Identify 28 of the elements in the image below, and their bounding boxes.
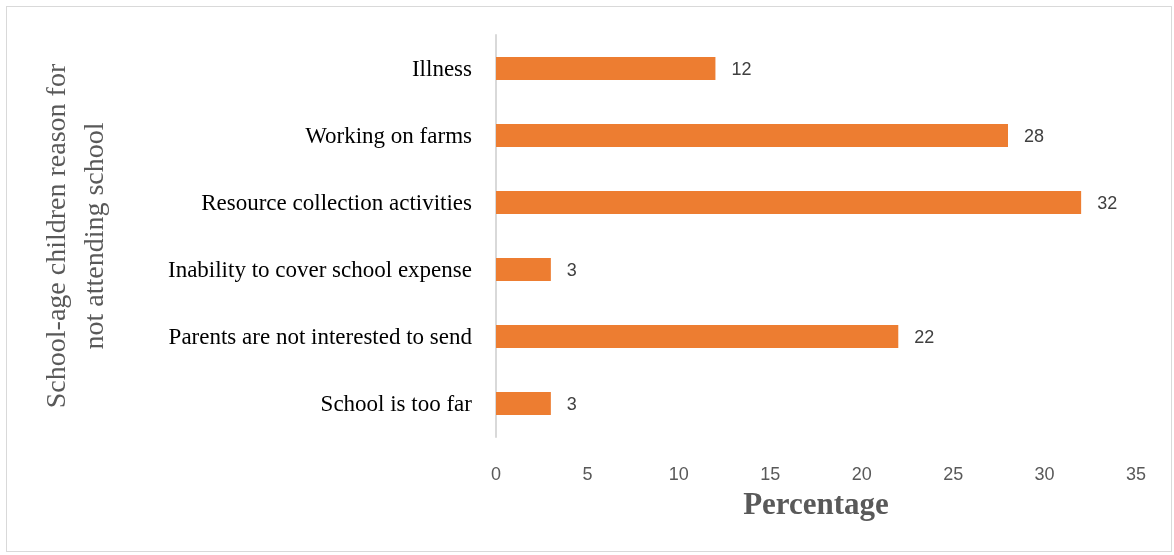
data-label: 28 [1024,125,1045,146]
y-tick-label: Illness [411,56,473,81]
data-label: 22 [914,326,935,347]
x-tick-label: 20 [851,464,872,484]
y-axis-title: School-age children reason for not attending school [39,63,109,409]
bar [496,258,551,281]
x-tick-label: 15 [760,464,781,484]
data-label: 3 [566,393,577,414]
y-tick-label: Parents are not interested to send [168,324,473,349]
data-label: 12 [731,58,752,79]
y-tick-label: Working on farms [305,123,473,148]
bar [496,57,716,80]
x-tick-label: 35 [1125,464,1147,484]
data-label: 3 [566,259,577,280]
x-tick-label: 0 [490,464,502,484]
x-tick-label: 5 [582,464,593,484]
y-tick-label: Resource collection activities [201,190,473,215]
bar [496,392,551,415]
y-tick-label: Inability to cover school expense [167,257,472,282]
bar [496,191,1082,214]
bar [496,325,899,348]
x-tick-label: 25 [943,464,964,484]
bar [496,124,1008,147]
x-tick-label: 10 [668,464,689,484]
x-tick-label: 30 [1034,464,1055,484]
y-tick-label: School is too far [320,391,473,416]
data-label: 32 [1097,192,1118,213]
x-axis-title: Percentage [743,485,889,521]
